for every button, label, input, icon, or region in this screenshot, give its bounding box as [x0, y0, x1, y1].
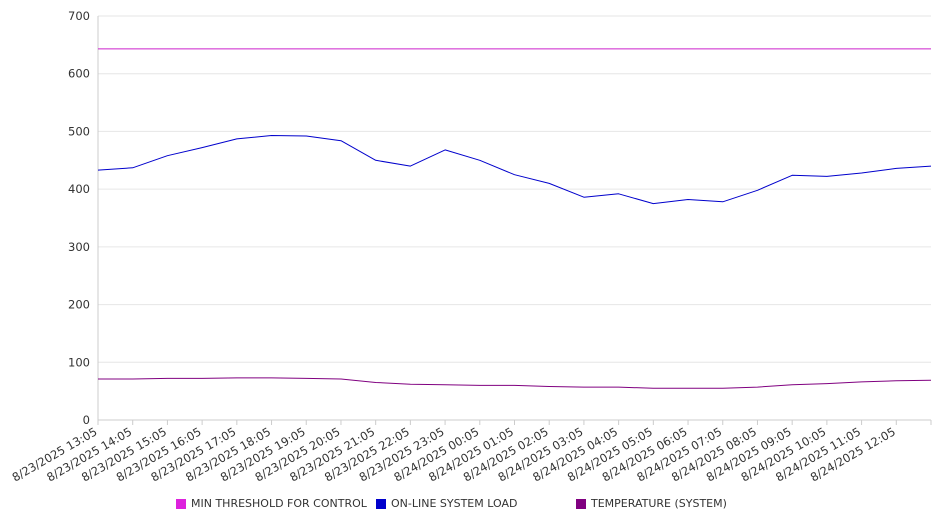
legend-swatch-temperature	[576, 498, 586, 509]
legend-label-min-threshold: MIN THRESHOLD FOR CONTROL	[191, 497, 367, 510]
y-tick-label: 700	[68, 9, 90, 23]
legend-label-temperature: TEMPERATURE (SYSTEM)	[591, 497, 727, 510]
y-tick-label: 200	[68, 298, 90, 312]
legend-label-system-load: ON-LINE SYSTEM LOAD	[391, 497, 518, 510]
y-tick-label: 0	[83, 413, 90, 427]
legend-item-temperature[interactable]: TEMPERATURE (SYSTEM)	[576, 497, 727, 510]
legend-item-min-threshold[interactable]: MIN THRESHOLD FOR CONTROL	[176, 497, 367, 510]
legend-item-system-load[interactable]: ON-LINE SYSTEM LOAD	[376, 497, 517, 510]
legend-swatch-min-threshold	[176, 498, 186, 509]
y-tick-label: 600	[68, 67, 90, 81]
legend-swatch-system-load	[376, 498, 386, 509]
y-tick-label: 400	[68, 182, 90, 196]
series-line-1	[97, 135, 932, 205]
series-line-2	[98, 377, 932, 389]
legend: MIN THRESHOLD FOR CONTROL ON-LINE SYSTEM…	[0, 497, 946, 513]
y-tick-label: 300	[68, 240, 90, 254]
y-tick-label: 100	[68, 355, 90, 369]
y-tick-label: 500	[68, 124, 90, 138]
